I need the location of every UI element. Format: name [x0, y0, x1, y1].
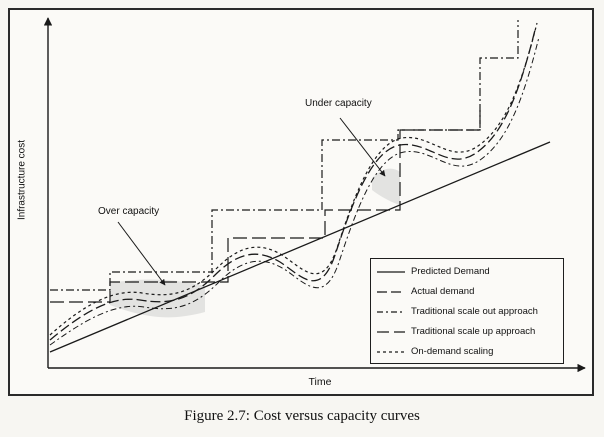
x-axis-label: Time: [308, 376, 332, 388]
legend-item-actual-demand: Actual demand: [371, 283, 563, 301]
y-axis-label: Infrastructure cost: [16, 139, 28, 221]
legend-label: Predicted Demand: [411, 266, 490, 277]
under-capacity-arrow: [339, 117, 386, 177]
legend: Predicted Demand Actual demand Tradition…: [370, 258, 564, 364]
legend-label: Traditional scale up approach: [411, 326, 536, 337]
over-capacity-shade: [110, 279, 205, 318]
legend-swatch-dash-dot: [377, 311, 405, 313]
over-capacity-arrow: [117, 221, 166, 286]
predicted-demand-line: [49, 141, 551, 353]
legend-swatch-short-dash: [377, 351, 405, 353]
legend-label: Traditional scale out approach: [411, 306, 538, 317]
legend-item-predicted-demand: Predicted Demand: [371, 263, 563, 281]
legend-swatch-long-dash-gap: [377, 331, 405, 333]
legend-label: Actual demand: [411, 286, 475, 297]
on-demand-scaling-line: [49, 22, 538, 336]
scale-out-staircase: [50, 20, 519, 291]
over-capacity-label: Over capacity: [98, 206, 160, 217]
legend-item-scale-out: Traditional scale out approach: [371, 303, 563, 321]
legend-swatch-long-dash: [377, 291, 405, 293]
actual-demand-line: [49, 29, 536, 341]
legend-swatch-solid: [377, 271, 405, 273]
legend-item-scale-up: Traditional scale up approach: [371, 323, 563, 341]
legend-label: On-demand scaling: [411, 346, 494, 357]
under-capacity-label: Under capacity: [305, 98, 372, 109]
under-capacity-shade: [372, 168, 400, 205]
wave-lower-line: [49, 36, 540, 346]
figure-caption: Figure 2.7: Cost versus capacity curves: [184, 408, 420, 424]
legend-item-on-demand: On-demand scaling: [371, 343, 563, 361]
